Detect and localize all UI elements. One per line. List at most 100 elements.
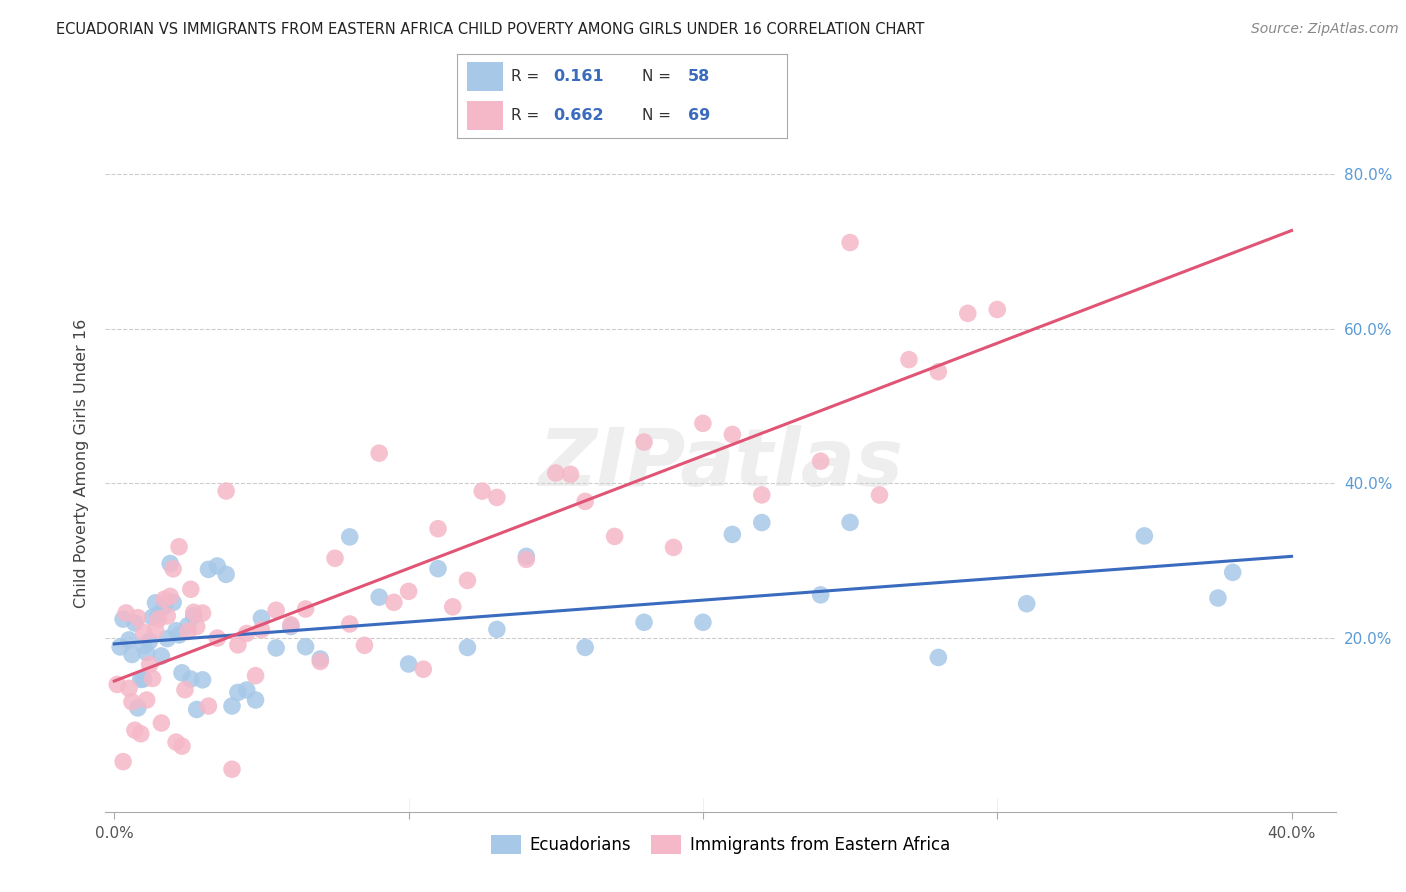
Point: [692, 417, 714, 431]
Point: [633, 435, 655, 450]
Point: [180, 582, 202, 597]
Point: [339, 530, 361, 544]
Point: [153, 592, 176, 607]
Point: [662, 541, 685, 555]
Point: [810, 454, 832, 468]
Point: [927, 650, 949, 665]
Point: [368, 446, 391, 460]
FancyBboxPatch shape: [467, 101, 503, 130]
Point: [986, 302, 1008, 317]
Point: [186, 702, 208, 716]
Point: [112, 755, 135, 769]
Point: [177, 618, 200, 632]
Legend: Ecuadorians, Immigrants from Eastern Africa: Ecuadorians, Immigrants from Eastern Afr…: [485, 828, 956, 861]
Point: [167, 540, 190, 554]
Point: [145, 623, 167, 637]
Text: 0.161: 0.161: [553, 69, 603, 84]
Point: [751, 488, 773, 502]
Point: [956, 306, 979, 320]
Point: [544, 466, 567, 480]
Point: [150, 716, 173, 731]
Point: [226, 638, 249, 652]
Point: [141, 672, 163, 686]
Point: [115, 606, 138, 620]
Point: [810, 588, 832, 602]
Text: N =: N =: [643, 108, 676, 123]
Point: [574, 640, 596, 655]
Point: [132, 672, 155, 686]
Point: [108, 640, 131, 654]
Point: [191, 606, 214, 620]
Point: [138, 657, 160, 672]
Point: [927, 365, 949, 379]
Point: [121, 648, 143, 662]
Point: [162, 595, 184, 609]
Point: [309, 655, 332, 669]
Point: [191, 673, 214, 687]
Point: [235, 626, 257, 640]
Point: [245, 668, 267, 682]
Point: [427, 561, 450, 575]
Point: [159, 590, 181, 604]
Point: [398, 584, 420, 599]
Point: [294, 640, 316, 654]
Point: [897, 352, 920, 367]
Point: [309, 652, 332, 666]
Point: [368, 590, 391, 604]
Point: [456, 640, 478, 655]
Point: [197, 562, 219, 576]
Text: Source: ZipAtlas.com: Source: ZipAtlas.com: [1251, 22, 1399, 37]
Point: [132, 625, 155, 640]
Point: [129, 673, 152, 687]
Point: [112, 612, 135, 626]
Point: [170, 739, 193, 753]
Text: 58: 58: [689, 69, 710, 84]
Point: [353, 638, 375, 652]
Point: [150, 648, 173, 663]
Point: [382, 595, 405, 609]
Point: [250, 623, 273, 637]
Text: ECUADORIAN VS IMMIGRANTS FROM EASTERN AFRICA CHILD POVERTY AMONG GIRLS UNDER 16 : ECUADORIAN VS IMMIGRANTS FROM EASTERN AF…: [56, 22, 925, 37]
Point: [156, 609, 179, 624]
Text: 0.662: 0.662: [553, 108, 603, 123]
Text: 69: 69: [689, 108, 710, 123]
Point: [141, 610, 163, 624]
Point: [186, 619, 208, 633]
Point: [839, 516, 862, 530]
Point: [162, 562, 184, 576]
Point: [145, 596, 167, 610]
Point: [118, 681, 141, 696]
Point: [560, 467, 582, 482]
Point: [183, 608, 205, 623]
Text: R =: R =: [512, 108, 544, 123]
Point: [515, 552, 537, 566]
Point: [215, 567, 238, 582]
Point: [280, 617, 302, 632]
Text: ZIPatlas: ZIPatlas: [538, 425, 903, 503]
Point: [250, 611, 273, 625]
Point: [124, 615, 146, 630]
Point: [135, 693, 157, 707]
Point: [633, 615, 655, 630]
Point: [197, 699, 219, 714]
Point: [177, 624, 200, 639]
Point: [603, 529, 626, 543]
Point: [118, 632, 141, 647]
Point: [207, 631, 229, 645]
Point: [485, 623, 508, 637]
Point: [280, 619, 302, 633]
Point: [159, 557, 181, 571]
Text: R =: R =: [512, 69, 544, 84]
Point: [174, 682, 197, 697]
Point: [135, 646, 157, 660]
Point: [132, 639, 155, 653]
Point: [412, 662, 434, 676]
Point: [471, 484, 494, 499]
Point: [441, 599, 464, 614]
Point: [105, 677, 128, 691]
Point: [751, 516, 773, 530]
Point: [207, 558, 229, 573]
Point: [1133, 529, 1156, 543]
Point: [165, 735, 187, 749]
Point: [215, 483, 238, 498]
